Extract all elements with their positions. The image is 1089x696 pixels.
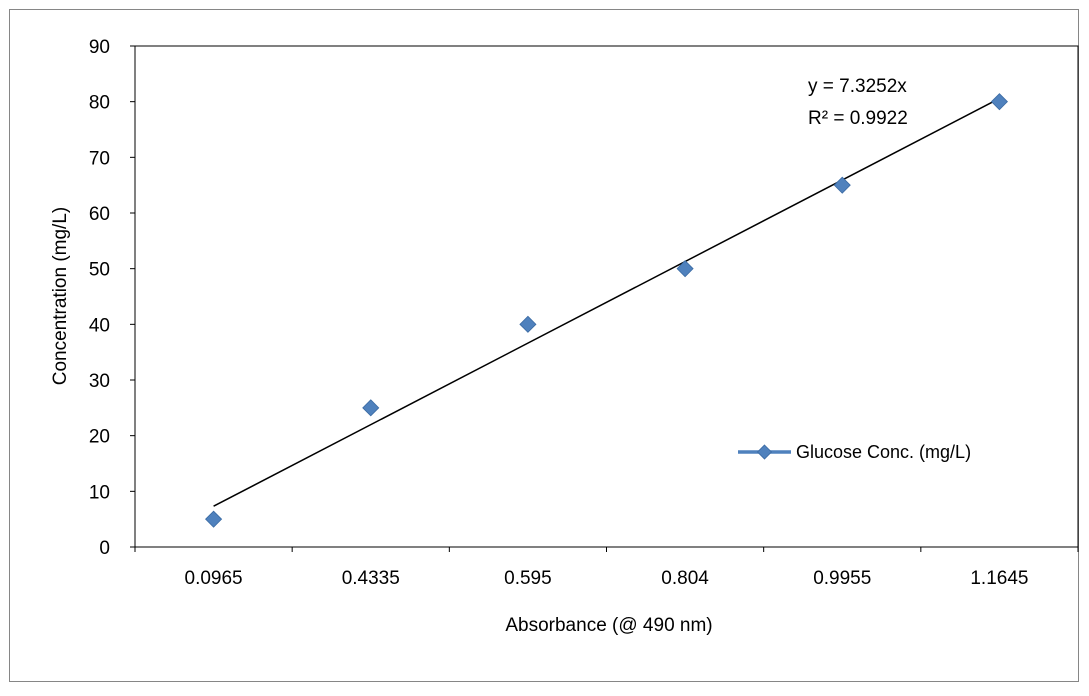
chart-frame (9, 9, 1079, 682)
y-tick-label: 0 (99, 538, 110, 559)
legend: Glucose Conc. (mg/L) (738, 442, 971, 462)
x-tick-label: 0.4335 (342, 568, 400, 589)
x-tick-label: 0.0965 (185, 568, 243, 589)
data-points (205, 93, 1008, 528)
trendline-r-squared: R² = 0.9922 (808, 108, 908, 129)
data-point (833, 176, 851, 194)
x-tick-label: 0.804 (661, 568, 709, 589)
x-axis-title: Absorbance (@ 490 nm) (505, 615, 712, 636)
y-tick-label: 60 (89, 204, 110, 225)
y-axis-title: Concentration (mg/L) (50, 207, 71, 385)
trendline-equation: y = 7.3252x (808, 76, 907, 97)
y-tick-label: 90 (89, 37, 110, 58)
legend-label: Glucose Conc. (mg/L) (796, 442, 971, 462)
data-point (519, 315, 537, 333)
y-tick-label: 20 (89, 427, 110, 448)
data-point (362, 399, 380, 417)
y-tick-label: 50 (89, 260, 110, 281)
trendline (213, 97, 1000, 507)
data-point (990, 93, 1008, 111)
x-tick-label: 0.595 (504, 568, 552, 589)
y-tick-label: 30 (89, 371, 110, 392)
y-tick-label: 70 (89, 148, 110, 169)
data-point (676, 260, 694, 278)
data-point (205, 510, 223, 528)
x-tick-label: 1.1645 (970, 568, 1028, 589)
y-tick-label: 80 (89, 93, 110, 114)
y-tick-label: 10 (89, 482, 110, 503)
x-axis-ticks: 0.0965 0.4335 0.595 0.804 0.9955 1.1645 (134, 547, 1079, 589)
legend-marker (756, 444, 773, 460)
y-tick-label: 40 (89, 315, 110, 336)
x-tick-label: 0.9955 (813, 568, 871, 589)
y-axis-ticks: 0 10 20 30 40 50 60 70 80 90 (89, 37, 135, 559)
